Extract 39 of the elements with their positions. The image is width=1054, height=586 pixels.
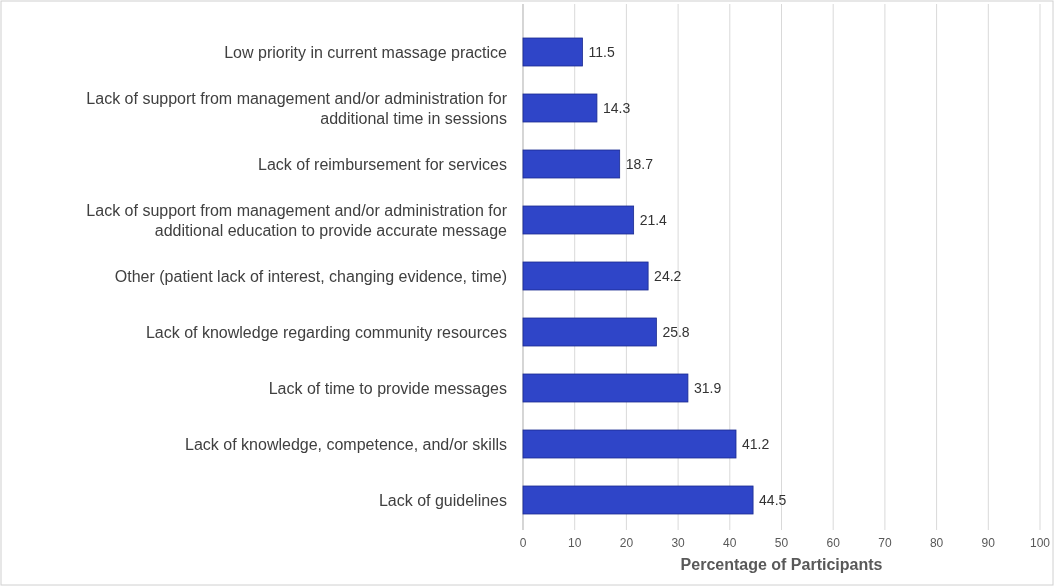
- x-tick-label: 60: [826, 536, 841, 550]
- x-axis-title: Percentage of Participants: [680, 556, 883, 573]
- data-label: 31.9: [693, 379, 722, 396]
- data-label: 24.2: [654, 267, 682, 284]
- x-tick-label: 100: [1029, 536, 1051, 550]
- y-tick-label: Lack of reimbursement for services: [258, 155, 507, 173]
- data-label: 21.4: [639, 211, 668, 228]
- data-label: 14.3: [602, 99, 631, 116]
- x-tick-label: 40: [723, 536, 737, 550]
- bar: [522, 317, 657, 347]
- y-tick-label: Lack of time to provide messages: [268, 379, 507, 397]
- bar: [522, 261, 649, 291]
- bar: [522, 485, 754, 515]
- y-tick-label: Low priority in current massage practice: [224, 43, 508, 61]
- data-label: 44.5: [759, 491, 787, 508]
- x-tick-label: 50: [774, 536, 789, 550]
- y-tick-label: Lack of knowledge, competence, and/or skills: [185, 435, 507, 453]
- bar: [522, 149, 621, 179]
- y-tick-label: Other (patient lack of interest, changing evidence, time): [114, 267, 507, 285]
- bar: [522, 93, 598, 123]
- data-label: 18.7: [625, 155, 654, 172]
- y-tick-label: Lack of support from management and/or administration for additional education to provide accurate message: [86, 201, 508, 239]
- x-tick-label: 10: [568, 536, 582, 550]
- x-tick-label: 80: [929, 536, 944, 550]
- y-tick-label: Lack of support from management and/or administration for additional time in sessions: [86, 89, 508, 127]
- x-tick-label: 20: [619, 536, 634, 550]
- y-tick-label: Lack of knowledge regarding community resources: [145, 323, 507, 341]
- data-label: 41.2: [742, 435, 770, 452]
- bar: [522, 373, 689, 403]
- x-tick-label: 0: [519, 536, 527, 550]
- data-label: 11.5: [588, 43, 615, 60]
- bar: [522, 37, 583, 67]
- bar: [522, 205, 635, 235]
- x-tick-label: 90: [981, 536, 996, 550]
- data-label: 25.8: [662, 323, 690, 340]
- y-tick-label: Lack of guidelines: [378, 491, 507, 509]
- bar: [522, 429, 737, 459]
- x-tick-label: 30: [671, 536, 686, 550]
- x-tick-label: 70: [878, 536, 892, 550]
